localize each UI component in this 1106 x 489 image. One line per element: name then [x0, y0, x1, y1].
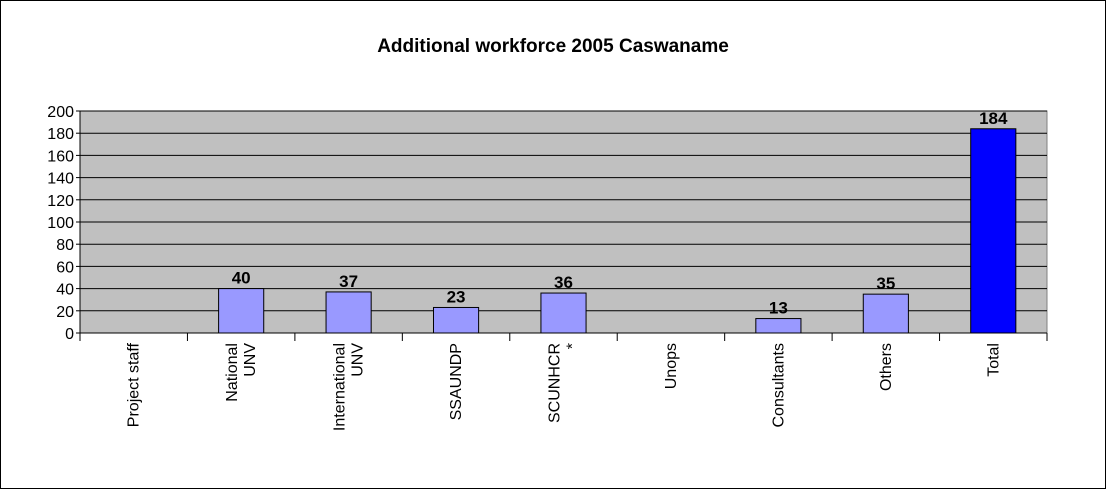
y-tick-label: 120: [47, 193, 74, 210]
chart-title: Additional workforce 2005 Caswaname: [377, 36, 729, 57]
x-tick-label: Consultants: [770, 343, 787, 428]
value-label: 184: [979, 109, 1008, 128]
bar: [540, 292, 587, 334]
y-tick-label: 160: [47, 148, 74, 165]
x-tick-label: Total: [985, 343, 1002, 377]
y-tick-label: 80: [56, 237, 74, 254]
bar: [755, 318, 802, 334]
bar: [325, 291, 372, 334]
value-label: 36: [554, 273, 573, 292]
y-tick-label: 20: [56, 304, 74, 321]
x-tick-label: Project staff: [126, 342, 143, 427]
y-tick-label: 180: [47, 126, 74, 143]
x-tick-label: Others: [878, 343, 895, 391]
x-tick-label: *: [565, 343, 582, 349]
y-tick-label: 0: [65, 326, 74, 343]
y-tick-label: 200: [47, 104, 74, 121]
x-tick-label: Unops: [663, 343, 680, 389]
value-label: 37: [339, 272, 358, 291]
bar: [862, 293, 909, 334]
x-tick-label: SSAUNDP: [448, 343, 465, 420]
y-tick-label: 140: [47, 171, 74, 188]
value-label: 23: [447, 287, 466, 306]
x-tick-label: International: [332, 343, 349, 431]
x-tick-label: National: [224, 343, 241, 402]
bar: [970, 128, 1017, 334]
x-tick-label: SCUNHCR: [547, 343, 564, 423]
y-tick-label: 60: [56, 259, 74, 276]
bar: [218, 288, 265, 334]
bar: [432, 306, 480, 334]
value-label: 35: [876, 274, 895, 293]
y-tick-label: 100: [47, 215, 74, 232]
x-tick-label: UNV: [242, 343, 259, 377]
y-tick-label: 40: [56, 282, 74, 299]
value-label: 40: [232, 269, 251, 288]
value-label: 13: [769, 299, 788, 318]
x-tick-label: UNV: [350, 343, 367, 377]
